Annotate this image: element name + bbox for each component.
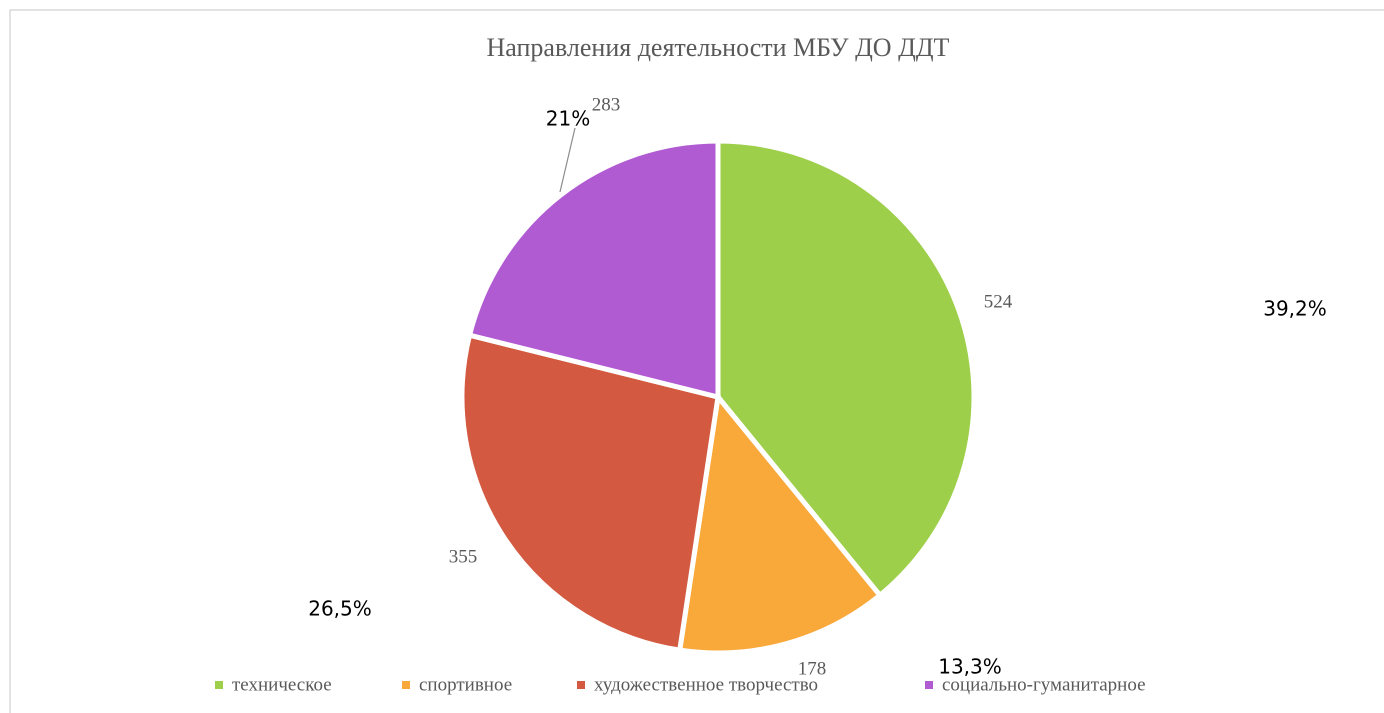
chart-title: Направления деятельности МБУ ДО ДДТ [487, 33, 950, 62]
legend-label: социально-гуманитарное [942, 674, 1146, 695]
legend-marker [215, 681, 223, 689]
legend-label: спортивное [419, 674, 512, 695]
pie-slice [715, 138, 977, 599]
legend-marker [577, 681, 585, 689]
percentage-label: 21% [546, 107, 590, 131]
legend-marker [402, 681, 410, 689]
value-label: 524 [984, 291, 1013, 312]
percentage-label: 26,5% [308, 597, 372, 621]
legend-marker [925, 681, 933, 689]
pie-slice [676, 391, 884, 656]
percentage-label: 13,3% [938, 655, 1002, 679]
leader-line [559, 127, 576, 193]
legend-label: художественное творчество [594, 674, 818, 695]
value-label: 283 [592, 94, 621, 115]
legend-label: техническое [232, 674, 332, 695]
value-label: 355 [449, 546, 478, 567]
value-label: 178 [798, 658, 827, 679]
percentage-label: 39,2% [1263, 297, 1327, 321]
pie-slice [466, 138, 721, 401]
pie-slice [459, 332, 721, 653]
